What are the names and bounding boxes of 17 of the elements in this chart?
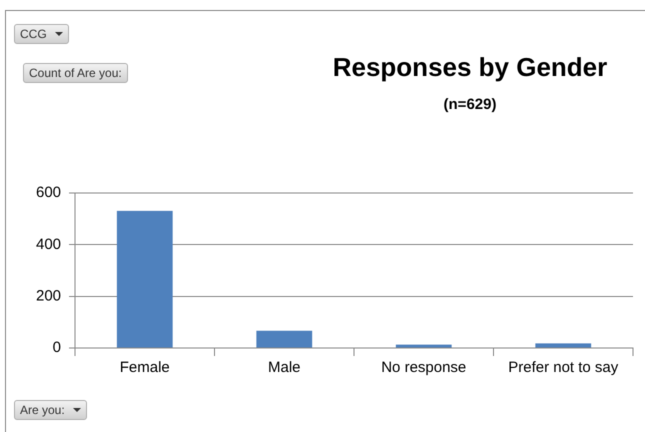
chart-subtitle: (n=629) — [444, 96, 496, 113]
bar — [116, 210, 173, 348]
x-tick-label: No response — [381, 359, 466, 376]
text: Are you: — [20, 403, 65, 417]
bar — [396, 344, 452, 348]
y-tick-label: 600 — [36, 184, 62, 202]
y-tick-label: 200 — [36, 287, 62, 304]
text: Count of Are you: — [29, 66, 122, 80]
bar — [535, 343, 592, 348]
y-tick-label: 400 — [36, 236, 62, 253]
bar — [256, 330, 312, 348]
x-tick-label: Male — [268, 359, 301, 376]
x-tick-label: Female — [120, 359, 170, 376]
y-tick-label: 0 — [52, 339, 62, 356]
text: CCG — [20, 27, 47, 41]
x-tick-label: Prefer not to say — [508, 359, 619, 376]
chart-title: Responses by Gender — [332, 52, 608, 83]
